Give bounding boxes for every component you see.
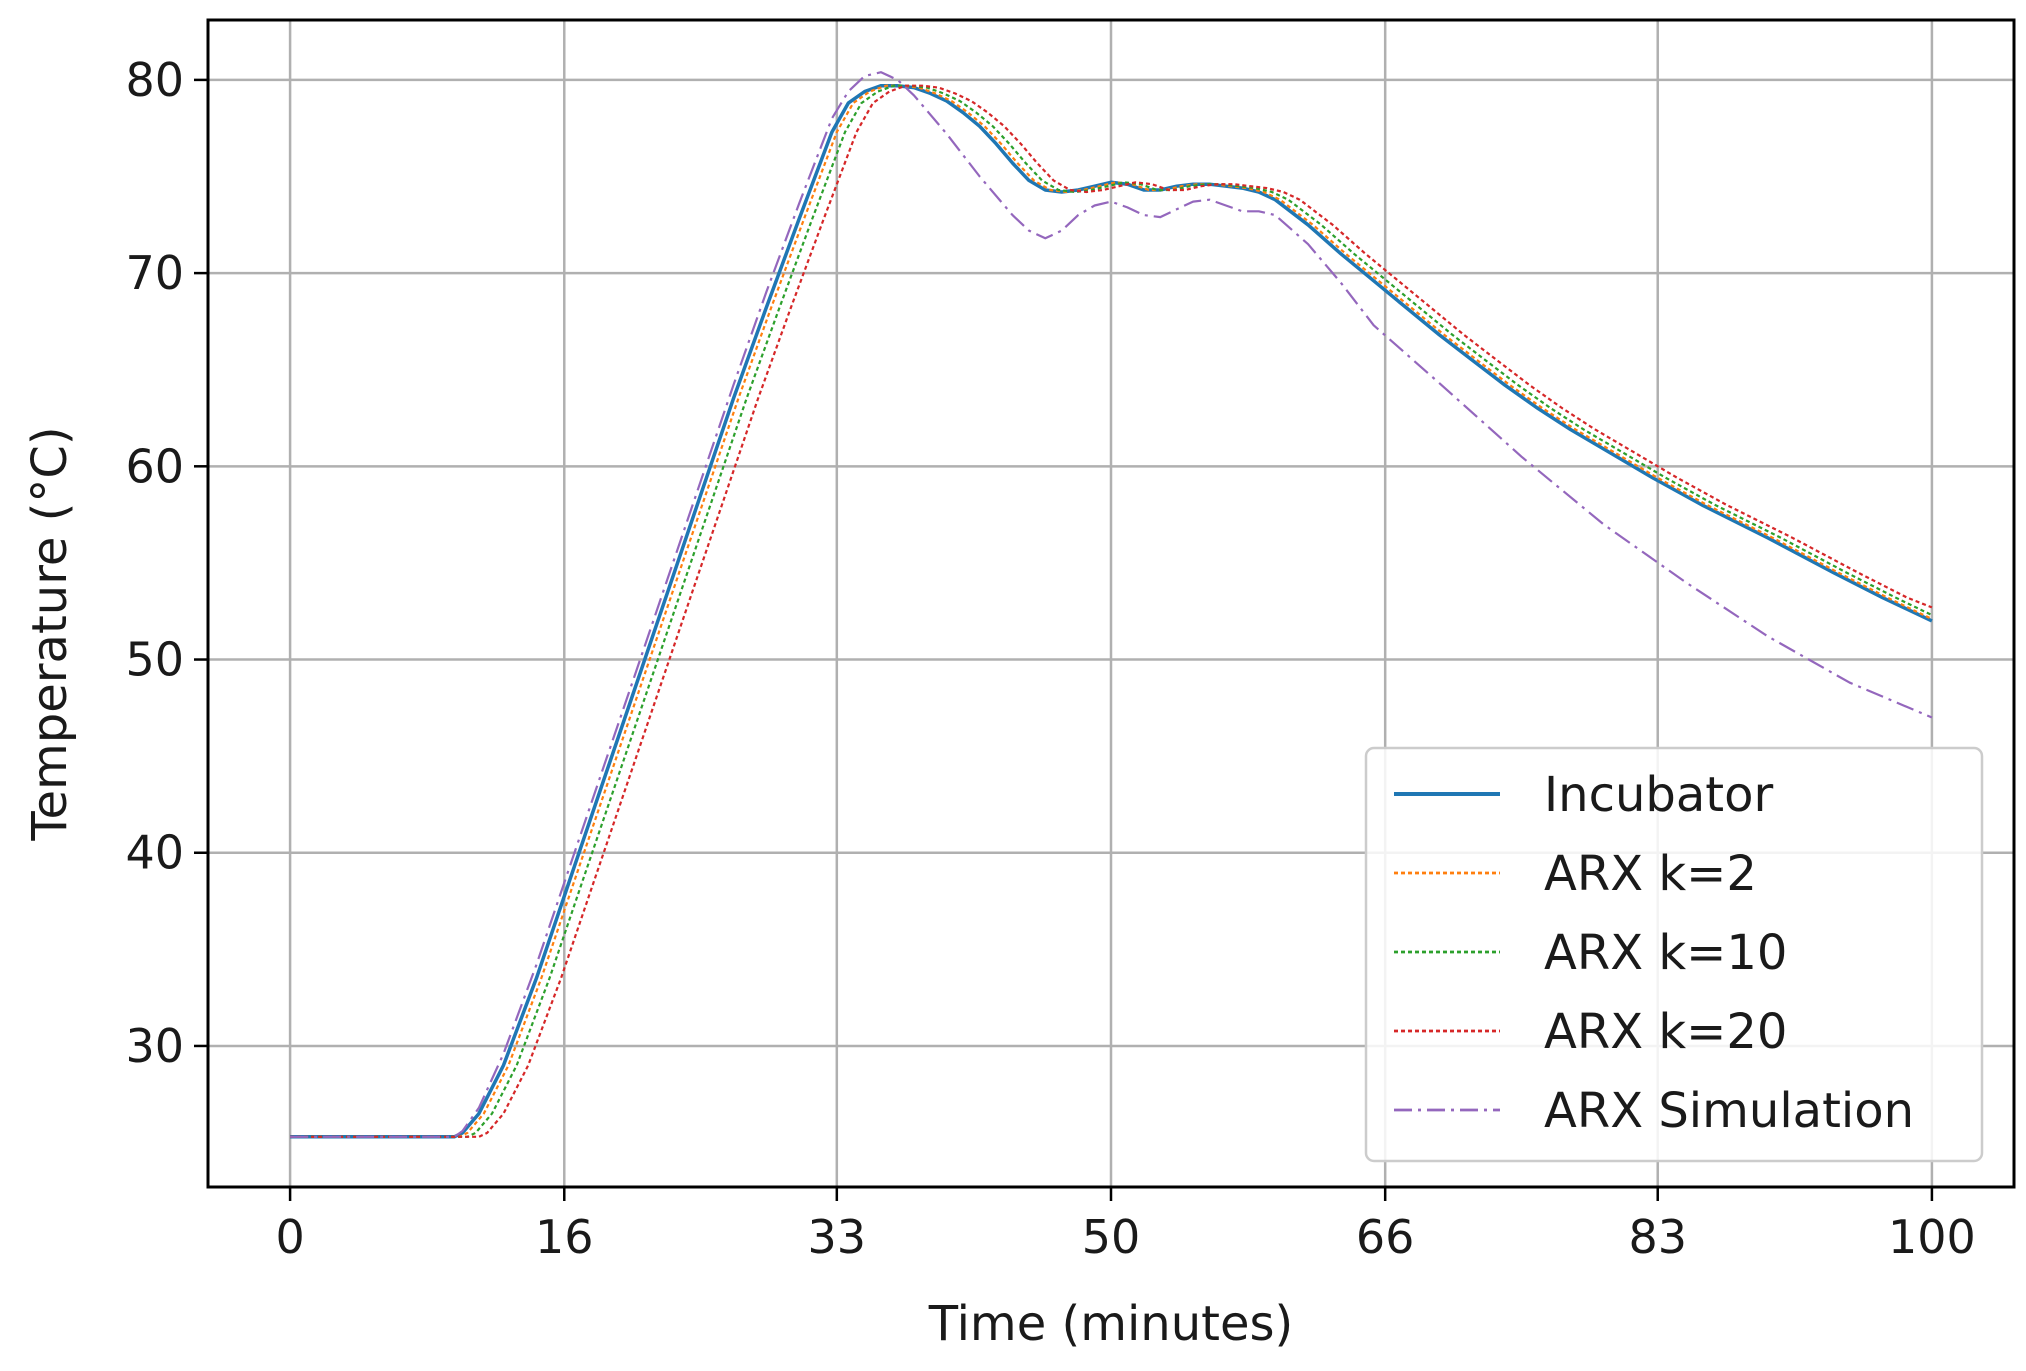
series-line-3 xyxy=(290,84,1933,1138)
series-layer xyxy=(290,71,1933,1139)
x-tick-label: 33 xyxy=(808,1210,867,1264)
y-tick-label: 70 xyxy=(125,246,184,300)
series-line-5 xyxy=(290,71,1933,1138)
series-line-4 xyxy=(290,84,1933,1138)
y-tick-label: 60 xyxy=(125,439,184,493)
x-axis-label: Time (minutes) xyxy=(928,1296,1293,1352)
x-tick-label: 83 xyxy=(1628,1210,1687,1264)
legend-label: Incubator xyxy=(1544,767,1773,823)
x-tick-label: 100 xyxy=(1888,1210,1976,1264)
legend: Incubator ARX k=2 ARX k=10 ARX k=20 ARX Simu… xyxy=(1364,746,1984,1163)
y-tick-label: 30 xyxy=(125,1019,184,1073)
ticks: 0 16 33 50 66 83 100 30 40 50 60 70 80 xyxy=(125,53,1975,1264)
x-tick-label: 66 xyxy=(1356,1210,1415,1264)
y-tick-label: 40 xyxy=(125,826,184,880)
y-tick-label: 80 xyxy=(125,53,184,107)
legend-label: ARX k=2 xyxy=(1544,846,1757,902)
y-tick-label: 50 xyxy=(125,633,184,687)
legend-label: ARX k=20 xyxy=(1544,1004,1787,1060)
grid xyxy=(208,20,2014,1187)
legend-label: ARX Simulation xyxy=(1544,1083,1914,1139)
legend-label: ARX k=10 xyxy=(1544,925,1787,981)
x-tick-label: 16 xyxy=(535,1210,594,1264)
x-tick-label: 50 xyxy=(1082,1210,1141,1264)
x-tick-label: 0 xyxy=(275,1210,304,1264)
legend-box xyxy=(1364,746,1984,1163)
y-axis-label: Temperature (°C) xyxy=(22,426,78,841)
